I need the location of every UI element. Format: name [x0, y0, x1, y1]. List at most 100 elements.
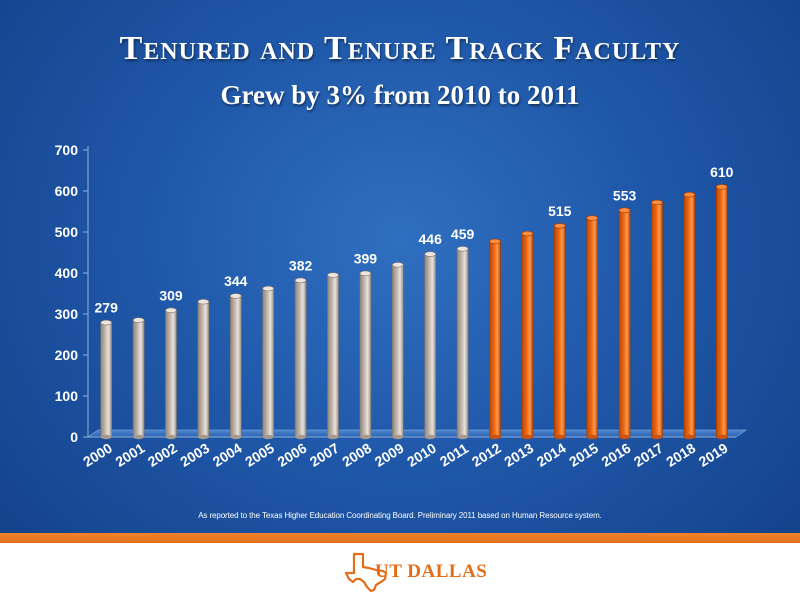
bar-cap	[230, 293, 242, 299]
x-tick-label: 2001	[113, 440, 148, 470]
bar-cap	[359, 270, 372, 277]
data-label: 399	[354, 250, 378, 266]
bar	[715, 184, 728, 440]
y-tick-label: 600	[55, 183, 79, 199]
x-tick-label: 2013	[501, 440, 536, 470]
bar-base	[457, 434, 469, 440]
bar-base	[716, 434, 728, 440]
x-tick-label: 2012	[469, 440, 504, 470]
data-label: 309	[159, 287, 183, 303]
bar-cap	[586, 215, 599, 221]
y-tick-label: 100	[55, 388, 79, 404]
bar-body	[618, 209, 631, 438]
bar-body	[327, 274, 339, 438]
bar-body	[489, 241, 501, 438]
bar	[618, 207, 631, 440]
bar-base	[489, 434, 501, 440]
bar-base	[262, 434, 274, 440]
bar	[262, 285, 275, 440]
data-label: 344	[224, 273, 248, 289]
y-tick-label: 500	[55, 224, 79, 240]
bar-cap	[100, 319, 112, 326]
x-tick-label: 2018	[663, 440, 698, 470]
bar	[424, 251, 437, 440]
x-tick-label: 2002	[145, 440, 180, 470]
bar-cap	[553, 223, 566, 229]
bar-cap	[197, 299, 210, 305]
bar	[294, 277, 307, 440]
bar-base	[359, 434, 371, 440]
bar-base	[133, 434, 145, 440]
bar-cap	[262, 285, 275, 292]
bar-base	[392, 434, 404, 440]
bar	[683, 191, 696, 440]
bar-base	[683, 434, 695, 440]
bar-body	[683, 194, 696, 438]
bar-cap	[424, 251, 437, 257]
bar-body	[165, 310, 177, 438]
bar-cap	[294, 277, 307, 284]
bar	[197, 299, 210, 440]
footnote: As reported to the Texas Higher Educatio…	[198, 511, 602, 520]
bar-base	[424, 434, 436, 440]
bar-body	[197, 301, 210, 438]
bar	[586, 215, 599, 440]
bar-body	[359, 273, 372, 438]
bar	[230, 293, 242, 440]
data-label: 446	[419, 231, 443, 247]
x-tick-label: 2014	[534, 440, 569, 470]
x-tick-label: 2016	[599, 440, 634, 470]
bar-base	[165, 434, 177, 440]
x-tick-label: 2011	[437, 440, 471, 470]
bar-body	[391, 264, 404, 438]
bar	[327, 272, 339, 440]
bar	[456, 246, 469, 440]
bar-body	[651, 202, 663, 438]
bar-base	[554, 434, 566, 440]
bar-cap	[391, 262, 404, 268]
data-label: 553	[613, 187, 637, 203]
texas-state-icon	[345, 552, 388, 592]
bar	[489, 238, 501, 440]
logo-text: UT DALLAS	[375, 561, 488, 582]
x-tick-label: 2015	[566, 440, 601, 470]
bar	[553, 223, 566, 440]
x-tick-label: 2017	[631, 440, 666, 470]
bar-cap	[456, 246, 469, 252]
bar-body	[132, 319, 145, 438]
x-tick-label: 2005	[242, 440, 277, 470]
bar-cap	[651, 199, 663, 206]
x-tick-label: 2006	[275, 440, 310, 470]
y-tick-label: 700	[55, 142, 79, 158]
bar-body	[424, 253, 437, 438]
bar-base	[327, 434, 339, 440]
x-tick-label: 2000	[80, 440, 115, 470]
bar-cap	[521, 230, 534, 237]
footer-band	[0, 533, 800, 543]
bar-cap	[715, 184, 728, 190]
data-label: 279	[95, 300, 119, 316]
bar-base	[100, 434, 112, 440]
chart-subtitle: Grew by 3% from 2010 to 2011	[220, 80, 580, 110]
chart-title: Tenured and Tenure Track Faculty	[119, 30, 681, 67]
x-tick-label: 2003	[177, 440, 212, 470]
x-tick-label: 2004	[210, 440, 245, 470]
y-tick-label: 300	[55, 306, 79, 322]
bar-body	[586, 217, 599, 438]
bar-cap	[683, 191, 696, 198]
data-label: 382	[289, 257, 313, 273]
y-tick-label: 0	[70, 429, 78, 445]
data-label: 515	[548, 203, 572, 219]
bar	[391, 262, 404, 440]
bar-base	[619, 434, 631, 440]
x-tick-label: 2008	[339, 440, 374, 470]
y-tick-label: 400	[55, 265, 79, 281]
bar-base	[586, 434, 598, 440]
bar-cap	[132, 317, 145, 323]
bar	[132, 317, 145, 440]
bar-base	[521, 434, 533, 440]
bar-body	[230, 295, 242, 438]
bar-cap	[327, 272, 339, 278]
bar-body	[262, 288, 275, 438]
